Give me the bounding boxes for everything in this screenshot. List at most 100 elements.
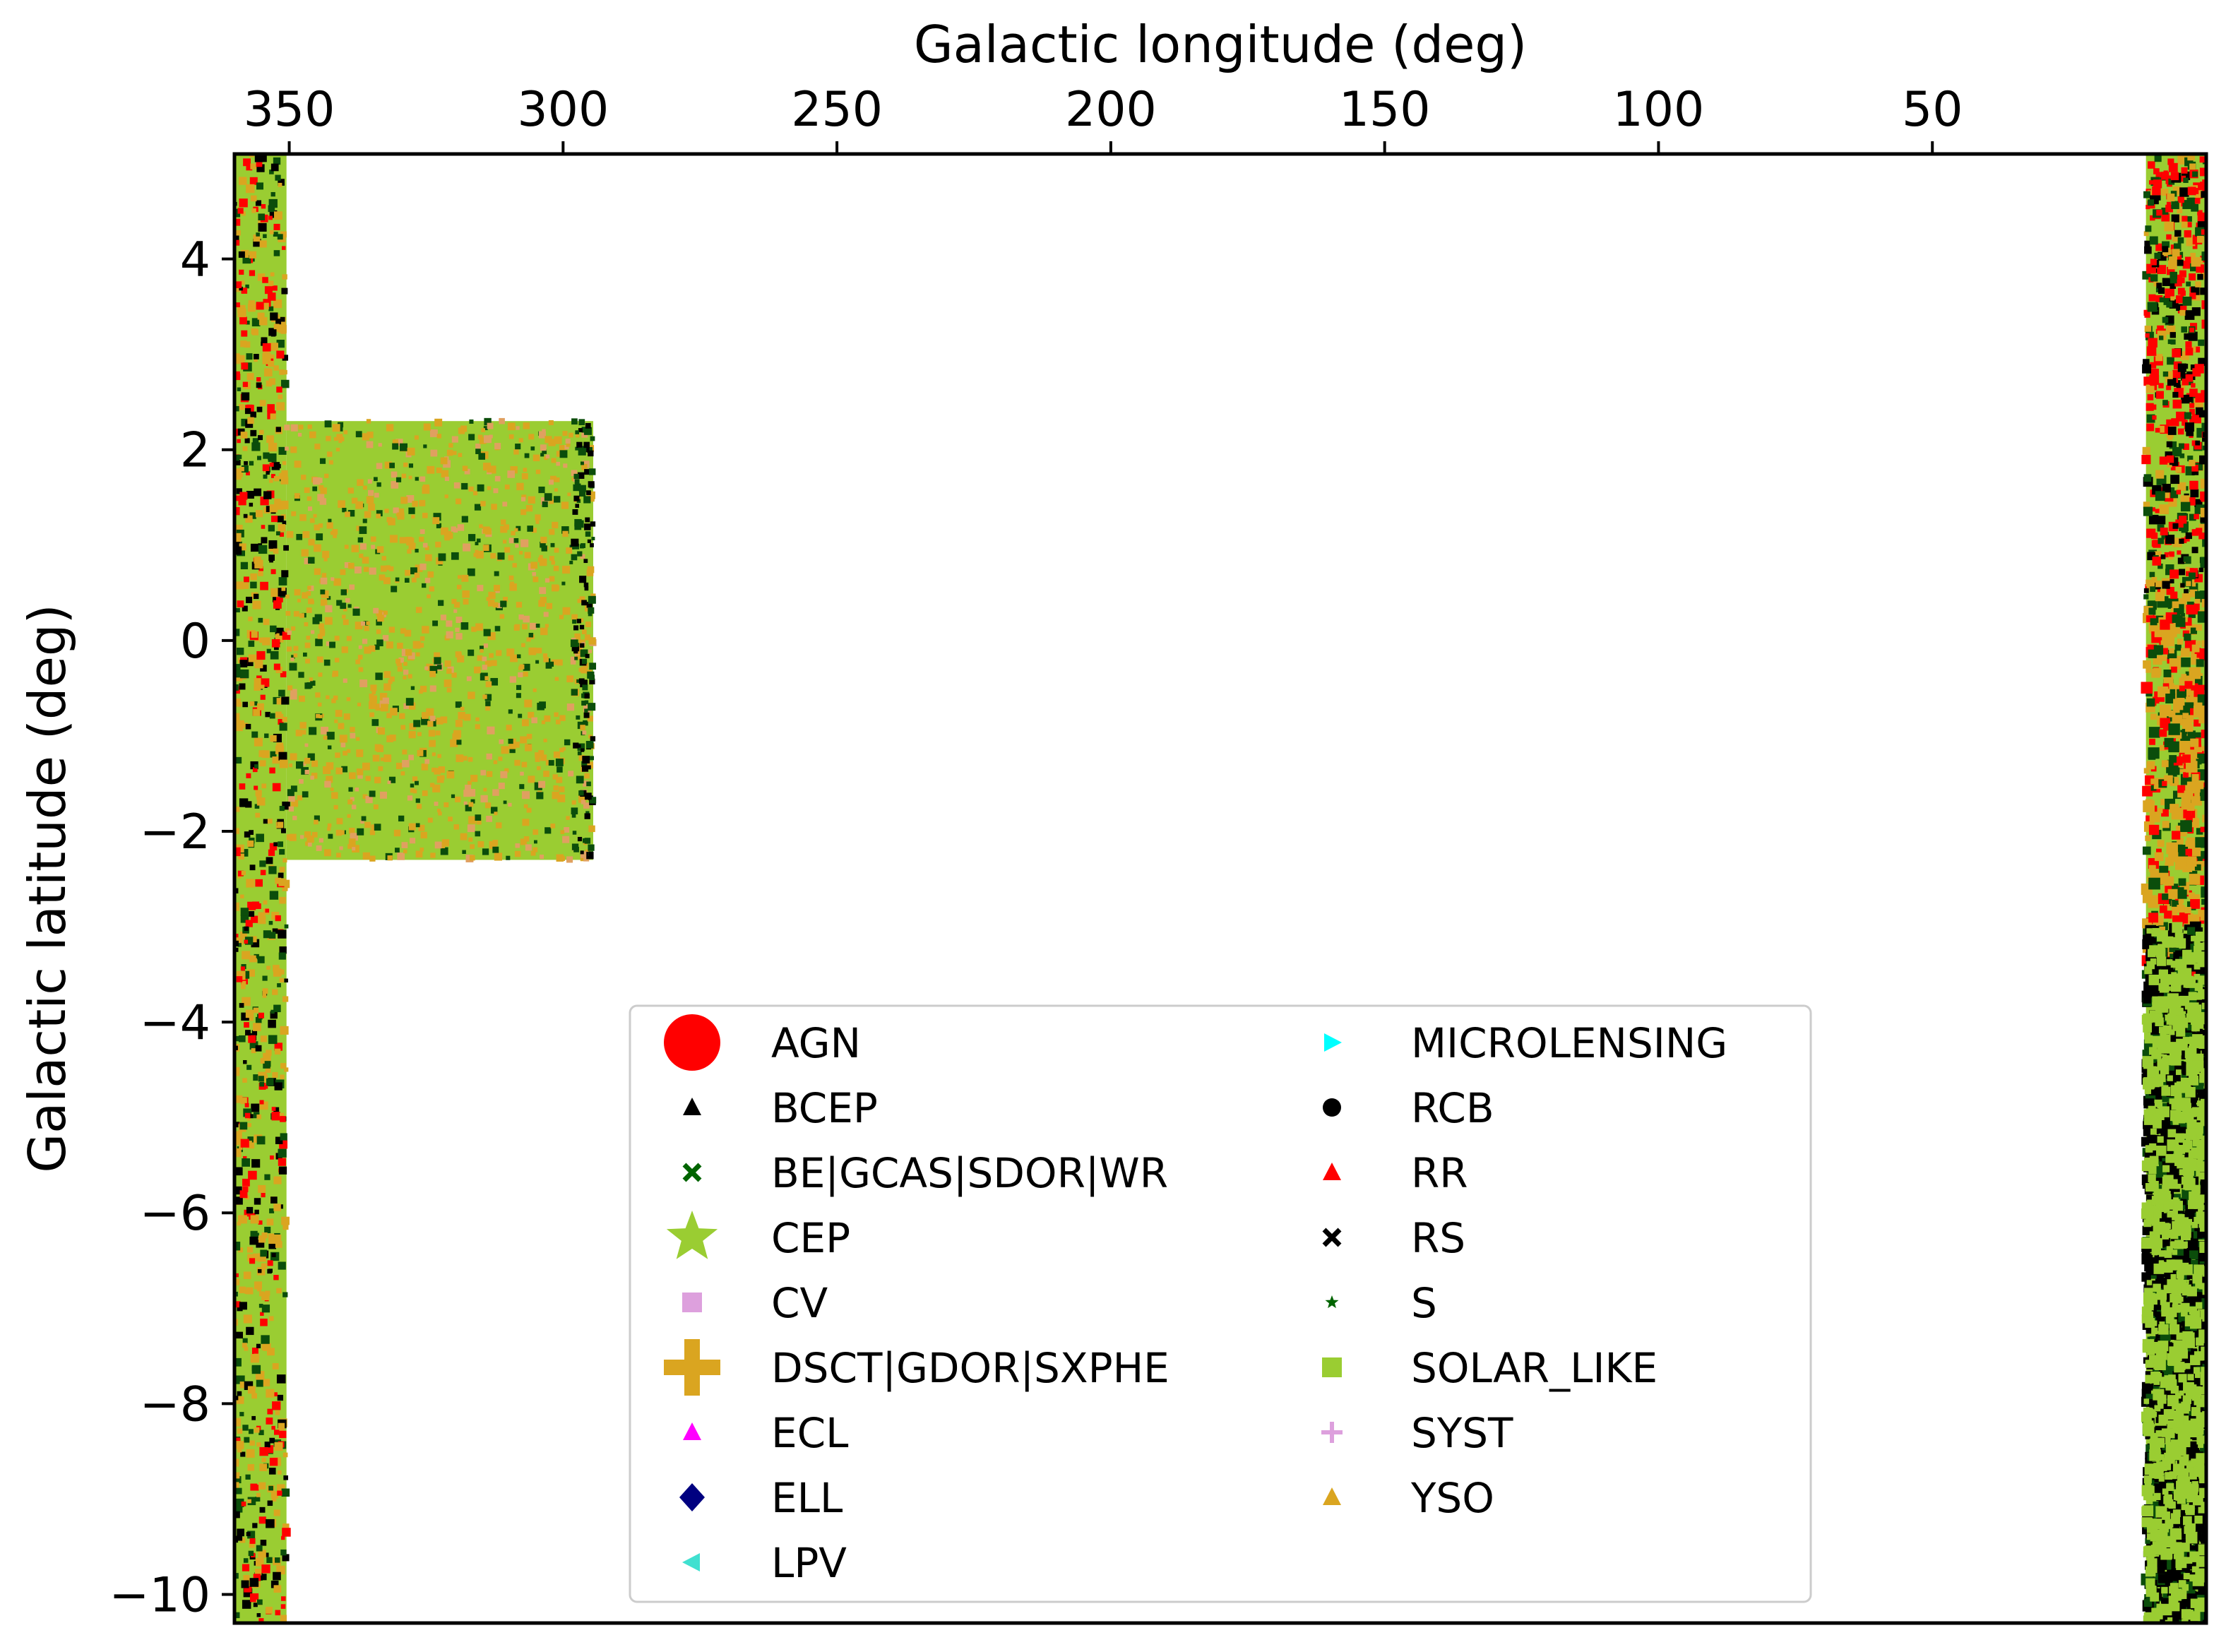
scatter-point [2167,889,2178,899]
scatter-point [2167,628,2177,638]
scatter-point [282,801,290,810]
scatter-point [397,642,403,649]
scatter-point [264,1174,270,1180]
scatter-point [260,1312,264,1317]
scatter-point [2170,490,2179,499]
scatter-point [577,598,582,603]
scatter-point [581,765,589,772]
scatter-point [299,514,306,521]
scatter-point [279,631,285,636]
scatter-point [259,429,264,435]
scatter-point [518,614,524,620]
scatter-point [446,687,452,693]
scatter-point [255,1045,262,1052]
scatter-point [374,644,380,650]
scatter-point [280,1026,289,1035]
scatter-point [257,456,262,460]
scatter-point [422,542,428,548]
scatter-point [280,231,287,238]
scatter-point [2194,744,2203,753]
scatter-point [405,569,411,576]
scatter-point [587,539,592,543]
scatter-point [247,1123,251,1127]
scatter-point [258,571,263,576]
scatter-point [275,1557,280,1563]
scatter-point [251,1393,258,1399]
scatter-point [299,835,304,839]
scatter-point [273,645,279,650]
scatter-point [251,442,261,451]
scatter-point [262,357,269,364]
scatter-point [477,484,484,492]
scatter-point [566,442,571,447]
scatter-point [2156,283,2162,289]
scatter-point [343,750,348,756]
scatter-point [419,563,427,571]
scatter-point [2162,484,2171,493]
scatter-point [332,673,336,677]
scatter-point [500,771,508,778]
scatter-points [234,154,2206,1623]
scatter-point [2182,297,2192,306]
scatter-point [2189,1100,2196,1109]
scatter-point [468,802,474,807]
scatter-point [2148,877,2160,890]
scatter-point [432,620,439,626]
scatter-point [264,1226,271,1233]
scatter-point [2199,455,2206,465]
scatter-point [268,1236,276,1244]
scatter-point [350,833,358,841]
scatter-point [423,444,427,448]
scatter-point [2177,428,2184,435]
scatter-point [494,812,498,816]
scatter-point [404,629,412,637]
scatter-point [266,380,273,387]
scatter-point [281,287,288,295]
scatter-point [247,1499,251,1504]
scatter-point [234,940,239,946]
scatter-point [240,849,249,857]
scatter-point [2201,319,2206,329]
scatter-point [589,797,597,804]
scatter-point [2166,201,2171,206]
scatter-point [352,847,356,851]
scatter-point [2145,333,2150,338]
scatter-point [504,768,509,773]
scatter-point [2182,728,2188,734]
scatter-point [436,718,444,725]
scatter-point [2201,191,2206,198]
scatter-point [386,424,394,432]
scatter-point [281,1488,290,1497]
scatter-point [2198,910,2206,917]
scatter-point [494,585,501,592]
scatter-point [542,501,548,508]
scatter-point [2150,1359,2158,1367]
scatter-point [2198,1283,2206,1290]
scatter-point [421,717,429,725]
scatter-point [2179,1169,2186,1175]
scatter-point [279,805,285,812]
scatter-point [2195,640,2201,646]
scatter-point [242,446,248,451]
scatter-point [314,524,320,531]
scatter-point [586,765,591,770]
scatter-point [2192,171,2198,177]
scatter-point [523,468,528,472]
scatter-point [424,545,429,550]
scatter-point [2161,760,2169,768]
scatter-point [2201,730,2206,739]
scatter-point [2161,172,2170,180]
scatter-point [245,920,253,927]
scatter-point [549,576,555,582]
scatter-point [273,1004,281,1013]
scatter-point [513,742,520,748]
scatter-point [509,747,516,754]
scatter-point [2191,529,2199,536]
scatter-point [280,828,286,833]
scatter-point [268,920,273,925]
scatter-point [455,720,463,727]
scatter-point [2179,277,2185,284]
scatter-point [2180,1565,2187,1572]
scatter-point [245,1009,254,1018]
scatter-point [578,485,586,492]
